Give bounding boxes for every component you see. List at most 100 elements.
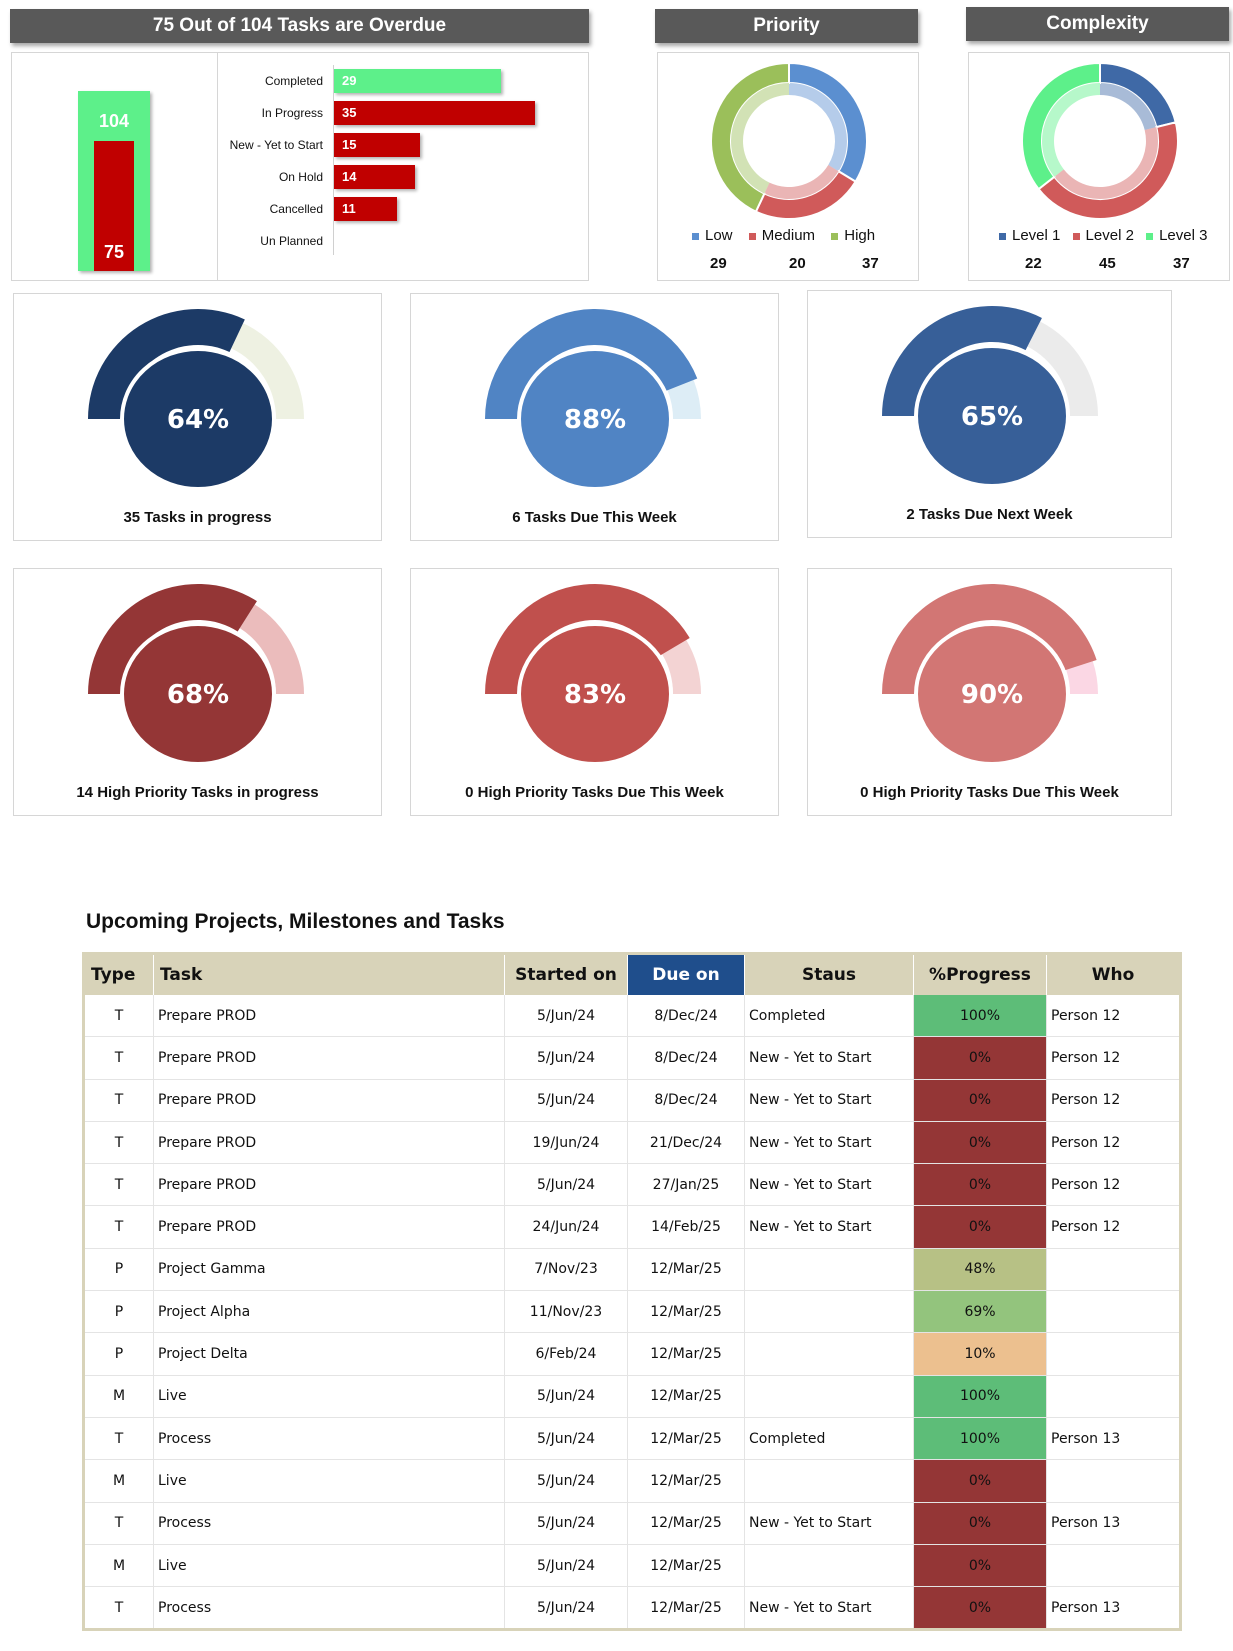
priority-medium-value: 20 (789, 255, 806, 272)
gauge-track (1066, 661, 1098, 694)
row-progress: 100% (913, 995, 1047, 1038)
row-status: Completed (744, 1417, 914, 1461)
gauge-chart: 88% (485, 308, 701, 491)
row-who: Person 13 (1046, 1417, 1181, 1461)
row-started: 5/Jun/24 (504, 1586, 628, 1631)
gauge-panel: 83% 0 High Priority Tasks Due This Week (410, 568, 779, 816)
row-progress: 0% (913, 1586, 1047, 1631)
row-status: New - Yet to Start (744, 1205, 914, 1249)
gauge-percent: 90% (961, 680, 1023, 710)
row-type: T (83, 1417, 154, 1461)
complexity-header: Complexity (966, 7, 1229, 41)
row-due: 21/Dec/24 (627, 1121, 745, 1165)
status-bar-label: Completed (264, 74, 323, 88)
row-type: P (83, 1248, 154, 1292)
status-bar-label: Un Planned (260, 234, 323, 248)
row-due: 12/Mar/25 (627, 1502, 745, 1545)
row-progress: 0% (913, 1205, 1047, 1249)
header-progress: %Progress (913, 953, 1047, 995)
table-row: T Process 5/Jun/24 12/Mar/25 New - Yet to St… (83, 1502, 1181, 1545)
row-task: Process (153, 1502, 505, 1545)
row-due: 12/Mar/25 (627, 1459, 745, 1503)
gauge-panel: 64% 35 Tasks in progress (13, 293, 382, 541)
row-status: New - Yet to Start (744, 1079, 914, 1122)
row-progress: 0% (913, 1544, 1047, 1588)
row-type: T (83, 1205, 154, 1249)
status-bar-axis (333, 65, 334, 255)
row-task: Live (153, 1375, 505, 1418)
row-progress: 100% (913, 1375, 1047, 1418)
gauge-percent: 88% (564, 405, 626, 435)
gauge-fill (882, 584, 1097, 694)
row-started: 5/Jun/24 (504, 1544, 628, 1588)
row-task: Process (153, 1586, 505, 1631)
row-progress: 48% (913, 1248, 1047, 1292)
complexity-legend: Level 1 Level 2 Level 3 (999, 227, 1207, 244)
row-type: T (83, 1163, 154, 1207)
legend-item-level-2: Level 2 (1072, 227, 1134, 244)
status-bar: 35 (334, 101, 536, 125)
gauge-track (231, 323, 304, 419)
row-status (744, 1290, 914, 1334)
gauge-track (662, 640, 701, 694)
table-row: P Project Delta 6/Feb/24 12/Mar/25 10% (83, 1332, 1181, 1376)
status-bar: 14 (334, 165, 415, 189)
priority-inner-ring-high (731, 83, 789, 194)
row-progress: 0% (913, 1163, 1047, 1207)
gauge-chart: 83% (485, 584, 701, 766)
row-who: Person 13 (1046, 1502, 1181, 1545)
legend-item-low: Low (692, 227, 733, 244)
row-who (1046, 1544, 1181, 1588)
row-task: Process (153, 1417, 505, 1461)
row-progress: 100% (913, 1417, 1047, 1461)
row-who (1046, 1248, 1181, 1292)
complexity-level-2-value: 45 (1099, 255, 1116, 272)
gauge-chart: 90% (882, 584, 1098, 766)
row-type: T (83, 995, 154, 1038)
gauge-panel: 90% 0 High Priority Tasks Due This Week (807, 568, 1172, 816)
complexity-donut-chart (1021, 61, 1179, 220)
row-progress: 0% (913, 1502, 1047, 1545)
row-task: Live (153, 1544, 505, 1588)
gauge-chart: 65% (882, 306, 1098, 488)
gauge-panel: 65% 2 Tasks Due Next Week (807, 290, 1172, 538)
row-who: Person 12 (1046, 1036, 1181, 1080)
row-type: P (83, 1290, 154, 1334)
row-status (744, 1248, 914, 1292)
row-type: T (83, 1121, 154, 1165)
header-due: Due on (627, 953, 745, 995)
legend-item-high: High (831, 227, 875, 244)
row-started: 24/Jun/24 (504, 1205, 628, 1249)
row-who: Person 12 (1046, 1163, 1181, 1207)
gauge-panel: 88% 6 Tasks Due This Week (410, 293, 779, 541)
row-due: 12/Mar/25 (627, 1248, 745, 1292)
row-started: 19/Jun/24 (504, 1121, 628, 1165)
header-type: Type (83, 953, 154, 995)
complexity-inner-ring-level-1 (1100, 83, 1157, 130)
row-progress: 10% (913, 1332, 1047, 1376)
row-started: 5/Jun/24 (504, 1163, 628, 1207)
overdue-panel: 104 75 Completed 29 In Progress 35 New - Yet… (11, 52, 589, 281)
gauge-chart: 64% (88, 308, 304, 491)
row-status: New - Yet to Start (744, 1502, 914, 1545)
status-bar-value: 29 (342, 73, 357, 88)
panel-divider (217, 53, 218, 280)
row-started: 5/Jun/24 (504, 1375, 628, 1418)
table-row: T Prepare PROD 5/Jun/24 27/Jan/25 New - Yet … (83, 1163, 1181, 1207)
header-task: Task (153, 953, 505, 995)
legend-item-medium: Medium (748, 227, 815, 244)
priority-inner-ring-low (789, 83, 847, 172)
row-type: T (83, 1079, 154, 1122)
row-who: Person 13 (1046, 1586, 1181, 1631)
gauge-caption: 6 Tasks Due This Week (512, 509, 677, 526)
row-due: 12/Mar/25 (627, 1417, 745, 1461)
row-task: Prepare PROD (153, 995, 505, 1038)
row-type: T (83, 1036, 154, 1080)
row-task: Live (153, 1459, 505, 1503)
status-bar-label: Cancelled (269, 202, 323, 216)
gauge-track (239, 604, 304, 694)
gauge-center-disc (914, 622, 1070, 766)
row-who: Person 12 (1046, 995, 1181, 1038)
table-row: T Prepare PROD 5/Jun/24 8/Dec/24 New - Yet t… (83, 1079, 1181, 1122)
row-status: New - Yet to Start (744, 1586, 914, 1631)
